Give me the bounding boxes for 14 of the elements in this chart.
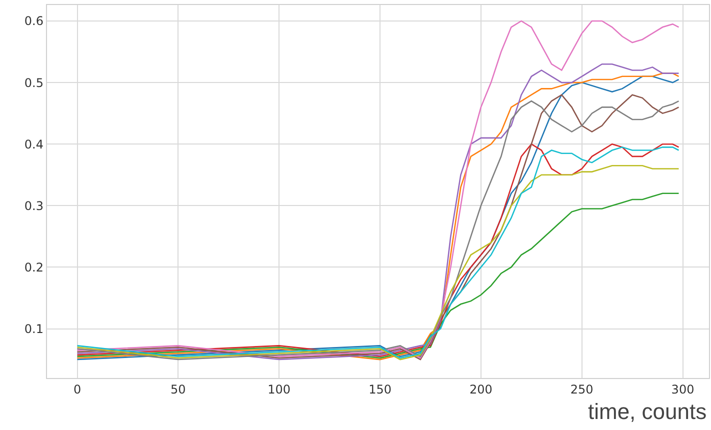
x-tick-label: 250 xyxy=(570,382,594,396)
x-tick-label: 150 xyxy=(368,382,392,396)
x-tick-label: 0 xyxy=(73,382,82,396)
x-axis-title: time, counts xyxy=(588,399,707,424)
x-tick-label: 50 xyxy=(170,382,186,396)
y-tick-label: 0.2 xyxy=(24,260,44,274)
y-tick-label: 0.3 xyxy=(24,198,44,213)
y-tick-label: 0.4 xyxy=(24,137,44,152)
y-tick-label: 0.6 xyxy=(24,14,44,28)
x-tick-label: 200 xyxy=(469,382,492,396)
y-tick-label: 0.5 xyxy=(24,76,44,90)
y-tick-label: 0.1 xyxy=(24,322,44,336)
x-tick-label: 300 xyxy=(671,382,694,396)
x-tick-label: 100 xyxy=(268,382,291,396)
